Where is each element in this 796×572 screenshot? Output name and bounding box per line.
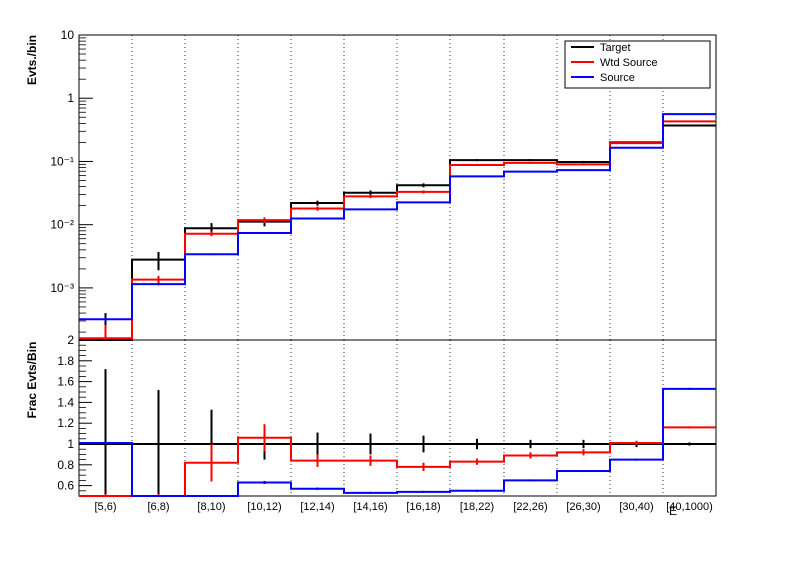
bottom-gridlines — [79, 340, 716, 496]
bottom-tick-label: 1 — [67, 437, 74, 451]
x-tick-label: [16,18) — [406, 501, 440, 513]
x-tick-label: [18,22) — [460, 501, 494, 513]
legend-label-target: Target — [600, 42, 631, 54]
bottom-ylabel: Frac Evts/Bin — [25, 342, 39, 419]
x-tick-label: [26,30) — [566, 501, 600, 513]
top-y-axis: 10 1 10⁻¹ 10⁻² 10⁻³ — [50, 28, 93, 333]
top-tick-label: 10⁻³ — [50, 281, 74, 295]
x-tick-label: [14,16) — [353, 501, 387, 513]
bottom-panel: 2 1.8 1.6 1.4 1.2 1 0.8 0.6 [5,6) [6,8) [8,10) [10… — [25, 333, 717, 518]
bottom-y-axis: 2 1.8 1.6 1.4 1.2 1 0.8 0.6 — [57, 333, 92, 493]
bottom-series — [79, 369, 716, 497]
top-wtd-source-step — [79, 120, 716, 340]
bottom-tick-label: 1.6 — [57, 375, 74, 389]
bottom-source-step — [79, 387, 716, 497]
legend-label-source: Source — [600, 72, 635, 84]
top-source-step — [79, 113, 716, 321]
bottom-tick-label: 0.6 — [57, 479, 74, 493]
bottom-wtd-source-step — [79, 426, 716, 497]
bottom-tick-label: 1.8 — [57, 354, 74, 368]
x-axis-category-labels: [5,6) [6,8) [8,10) [10,12) [12,14) [14,16) [16… — [94, 501, 712, 513]
x-tick-label: [12,14) — [300, 501, 334, 513]
bottom-tick-label: 0.8 — [57, 458, 74, 472]
bottom-tick-label: 1.4 — [57, 395, 74, 409]
x-tick-label: [22,26) — [513, 501, 547, 513]
x-tick-label: [6,8) — [147, 501, 169, 513]
bottom-frame — [78, 339, 717, 497]
top-ylabel: Evts./bin — [25, 35, 39, 85]
x-tick-label: [5,6) — [94, 501, 116, 513]
bottom-tick-label: 2 — [67, 333, 74, 347]
x-tick-label: [30,40) — [619, 501, 653, 513]
top-panel: 10 1 10⁻¹ 10⁻² 10⁻³ Evts./bin Target Wtd Sou… — [25, 28, 717, 341]
top-series — [79, 113, 716, 341]
legend-label-wtd-source: Wtd Source — [600, 57, 657, 69]
bottom-tick-label: 1.2 — [57, 416, 74, 430]
x-tick-label: [40,1000) — [666, 501, 712, 513]
top-tick-label: 1 — [67, 91, 74, 105]
top-tick-label: 10⁻² — [50, 218, 74, 232]
top-target-step — [79, 124, 716, 341]
legend-box — [564, 40, 711, 89]
x-tick-label: [8,10) — [197, 501, 225, 513]
top-tick-label: 10⁻¹ — [50, 154, 74, 168]
legend: Target Wtd Source Source — [564, 40, 711, 89]
x-axis-label: E — [669, 504, 677, 518]
top-tick-label: 10 — [61, 28, 75, 42]
x-tick-label: [10,12) — [247, 501, 281, 513]
